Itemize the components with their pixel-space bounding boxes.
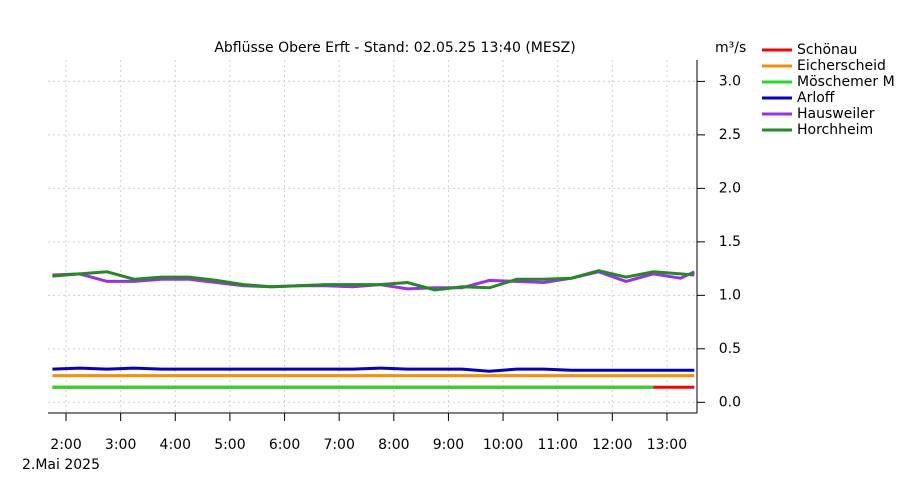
x-tick-label: 9:00 (433, 437, 464, 453)
y-tick-label: 0.5 (719, 341, 741, 357)
series-line (52, 270, 695, 291)
y-axis-unit: m³/s (715, 40, 746, 56)
x-tick-label: 3:00 (105, 437, 136, 453)
y-tick-label: 2.5 (719, 127, 741, 143)
y-tick-label: 0.0 (719, 394, 741, 410)
x-tick-label: 2:00 (50, 437, 81, 453)
y-tick-label: 1.5 (719, 234, 741, 250)
y-tick-label: 2.0 (719, 180, 741, 196)
legend-label: Arloff (797, 90, 835, 106)
series-line (52, 269, 695, 292)
legend-label: Eicherscheid (797, 58, 886, 74)
legend-label: Schönau (797, 42, 857, 58)
x-tick-label: 7:00 (323, 437, 354, 453)
x-tick-label: 6:00 (269, 437, 300, 453)
x-tick-label: 5:00 (214, 437, 245, 453)
legend-label: Horchheim (797, 122, 873, 138)
x-tick-label: 12:00 (592, 437, 632, 453)
x-tick-label: 4:00 (160, 437, 191, 453)
chart-title: Abflüsse Obere Erft - Stand: 02.05.25 13… (214, 40, 575, 56)
x-tick-label: 8:00 (378, 437, 409, 453)
legend-label: Hausweiler (797, 106, 875, 122)
y-tick-label: 3.0 (719, 73, 741, 89)
date-label: 2.Mai 2025 (22, 457, 100, 473)
y-tick-label: 1.0 (719, 287, 741, 303)
legend-label: Möschemer M (797, 74, 895, 90)
x-tick-label: 13:00 (647, 437, 687, 453)
x-tick-label: 10:00 (483, 437, 523, 453)
x-tick-label: 11:00 (538, 437, 578, 453)
series-line (52, 366, 695, 373)
